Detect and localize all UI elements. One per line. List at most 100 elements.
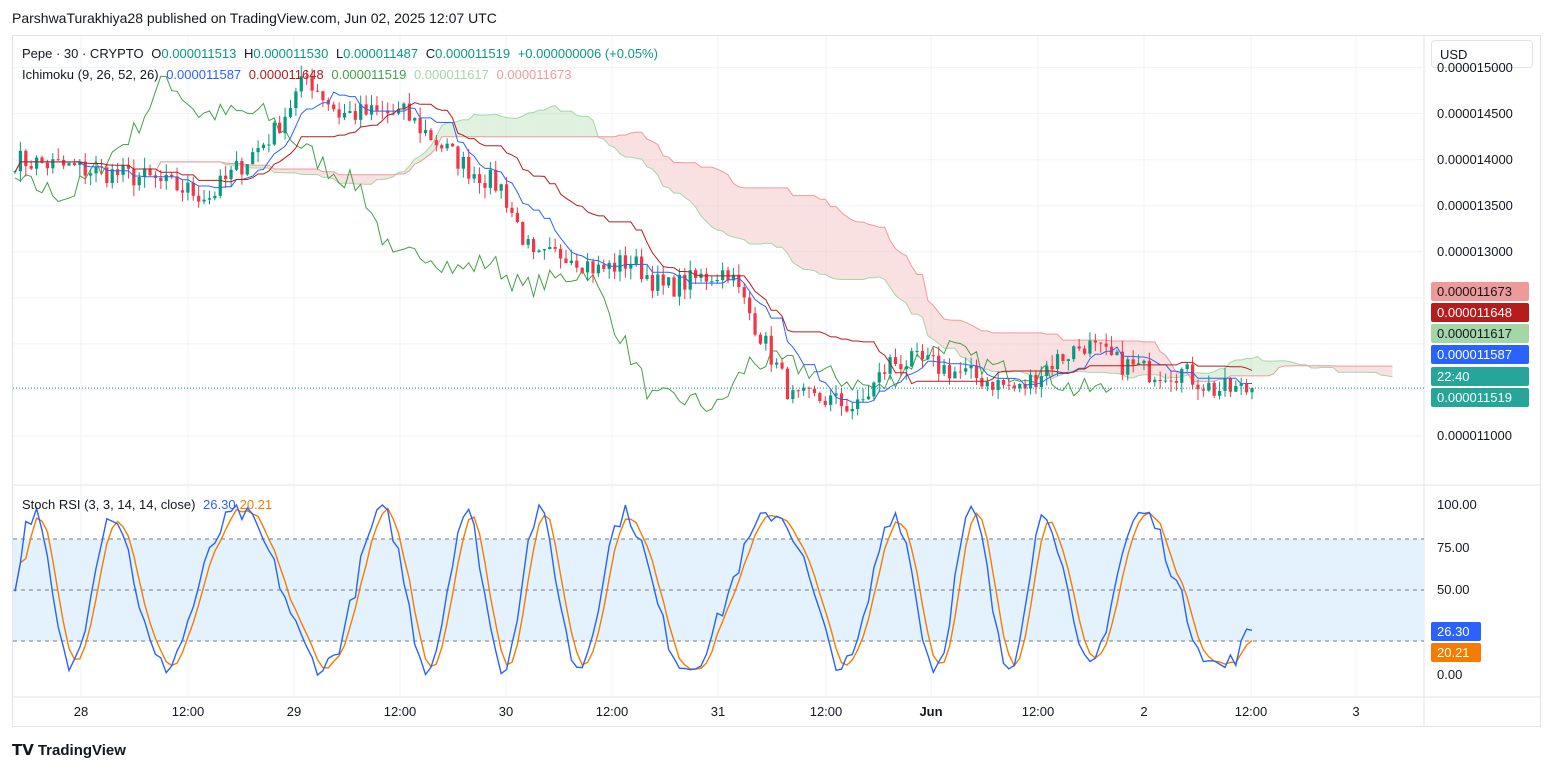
candle-body [856, 399, 860, 409]
ichimoku-cloud-segment [457, 119, 464, 137]
ichimoku-cloud-segment [960, 320, 966, 359]
ichimoku-cloud-segment [728, 174, 734, 238]
candle-body [450, 143, 455, 147]
candle-body [364, 104, 368, 115]
ichimoku-cloud-segment [1279, 360, 1285, 368]
price-axis-tick: 0.000013000 [1437, 243, 1513, 259]
ichimoku-cloud-segment [695, 162, 702, 216]
ichimoku-cloud-segment [884, 227, 891, 288]
ichimoku-cloud-segment [274, 169, 280, 173]
ichimoku-cloud-segment [744, 187, 750, 245]
ichimoku-conversion-line [14, 91, 1252, 403]
candle-body [958, 371, 962, 373]
ichimoku-cloud-segment [652, 141, 658, 176]
candle-body [440, 145, 444, 149]
ichimoku-label: Ichimoku (9, 26, 52, 26) [22, 67, 159, 82]
candle-body [1034, 374, 1038, 388]
stoch-axis-tick: 100.00 [1437, 497, 1477, 512]
candle-body [769, 335, 773, 365]
ichimoku-cloud-segment [382, 174, 388, 180]
candle-body [1018, 383, 1022, 389]
time-axis-tick: 28 [73, 704, 89, 719]
time-axis-tick: 12:00 [1234, 704, 1268, 719]
candle-body [980, 378, 984, 387]
candle-body [926, 355, 930, 360]
ichimoku-cloud-segment [1311, 365, 1317, 368]
candle-body [629, 263, 633, 269]
candle-body [494, 169, 498, 191]
candle-body [1185, 364, 1189, 370]
candle-body [40, 157, 44, 163]
price-tag: 22:40 [1431, 367, 1529, 386]
price-axis-tick: 0.000013500 [1437, 197, 1513, 213]
candle-body [991, 381, 995, 390]
candle-body [315, 90, 320, 92]
ichimoku-cloud-segment [771, 187, 777, 248]
ichimoku-cloud-segment [900, 252, 907, 304]
ichimoku-cloud-segment [825, 199, 831, 278]
ichimoku-cloud-segment [749, 187, 756, 245]
candle-body [510, 207, 514, 213]
candle-body [866, 396, 871, 400]
candle-body [83, 161, 87, 176]
ichimoku-cloud-segment [490, 114, 496, 137]
candle-body [67, 163, 71, 166]
ichimoku-cloud-segment [690, 162, 696, 208]
ichimoku-cloud-segment [701, 167, 707, 222]
candle-body [645, 275, 649, 279]
ichimoku-cloud-segment [765, 187, 772, 244]
stoch-legend: Stoch RSI (3, 3, 14, 14, close) 26.30 20.… [22, 497, 276, 512]
candle-body [731, 274, 736, 281]
candle-body [29, 166, 33, 169]
candle-body [1180, 369, 1184, 383]
candle-body [715, 279, 719, 282]
ichimoku-cloud-segment [857, 221, 864, 280]
candle-body [407, 103, 411, 121]
ichimoku-cloud-segment [522, 113, 529, 137]
candle-body [229, 169, 233, 180]
candle-body [402, 103, 406, 110]
candle-body [461, 156, 465, 169]
candle-body [964, 368, 968, 372]
candle-body [1207, 382, 1211, 391]
ichimoku-cloud-segment [452, 121, 458, 137]
ichimoku-cloud-segment [1262, 360, 1269, 376]
candle-body [942, 365, 946, 374]
stoch-k-value: 26.30 [203, 497, 236, 512]
candle-body [175, 176, 179, 191]
publisher-line: ParshwaTurakhiya28 published on TradingV… [12, 10, 497, 26]
candle-body [661, 274, 665, 286]
ichimoku-cloud-segment [1343, 366, 1350, 373]
candle-body [639, 256, 644, 279]
ichimoku-cloud-segment [787, 187, 793, 263]
ichimoku-cloud-segment [755, 187, 761, 245]
ichimoku-cloud-segment [927, 300, 934, 340]
candle-body [1088, 340, 1092, 354]
ichimoku-cloud-segment [846, 216, 853, 280]
ichimoku-cloud-segment [366, 174, 372, 185]
price-axis-tick: 0.000014500 [1437, 105, 1513, 121]
candle-body [191, 182, 195, 196]
candle-body [1082, 348, 1087, 354]
currency-button[interactable]: USD [1431, 40, 1533, 68]
candle-body [467, 156, 471, 179]
candle-body [974, 365, 979, 379]
candle-body [137, 177, 141, 186]
ichimoku-cloud-segment [863, 221, 869, 280]
ichimoku-cloud-segment [814, 195, 820, 275]
ichimoku-cloud-segment [1360, 366, 1366, 373]
ichimoku-cloud-segment [1197, 372, 1204, 382]
ichimoku-cloud-segment [1165, 355, 1171, 379]
candle-body [947, 365, 952, 379]
ichimoku-cloud-segment [1025, 332, 1031, 376]
ichimoku-cloud-segment [355, 174, 361, 185]
candle-body [764, 335, 768, 344]
ichimoku-cloud-segment [468, 114, 475, 137]
candle-body [1055, 354, 1060, 370]
ichimoku-cloud-segment [933, 305, 939, 344]
price-axis-tick: 0.000011000 [1437, 427, 1512, 443]
candle-body [1153, 379, 1157, 383]
ichimoku-cloud-segment [409, 158, 415, 171]
candle-body [1131, 359, 1135, 365]
